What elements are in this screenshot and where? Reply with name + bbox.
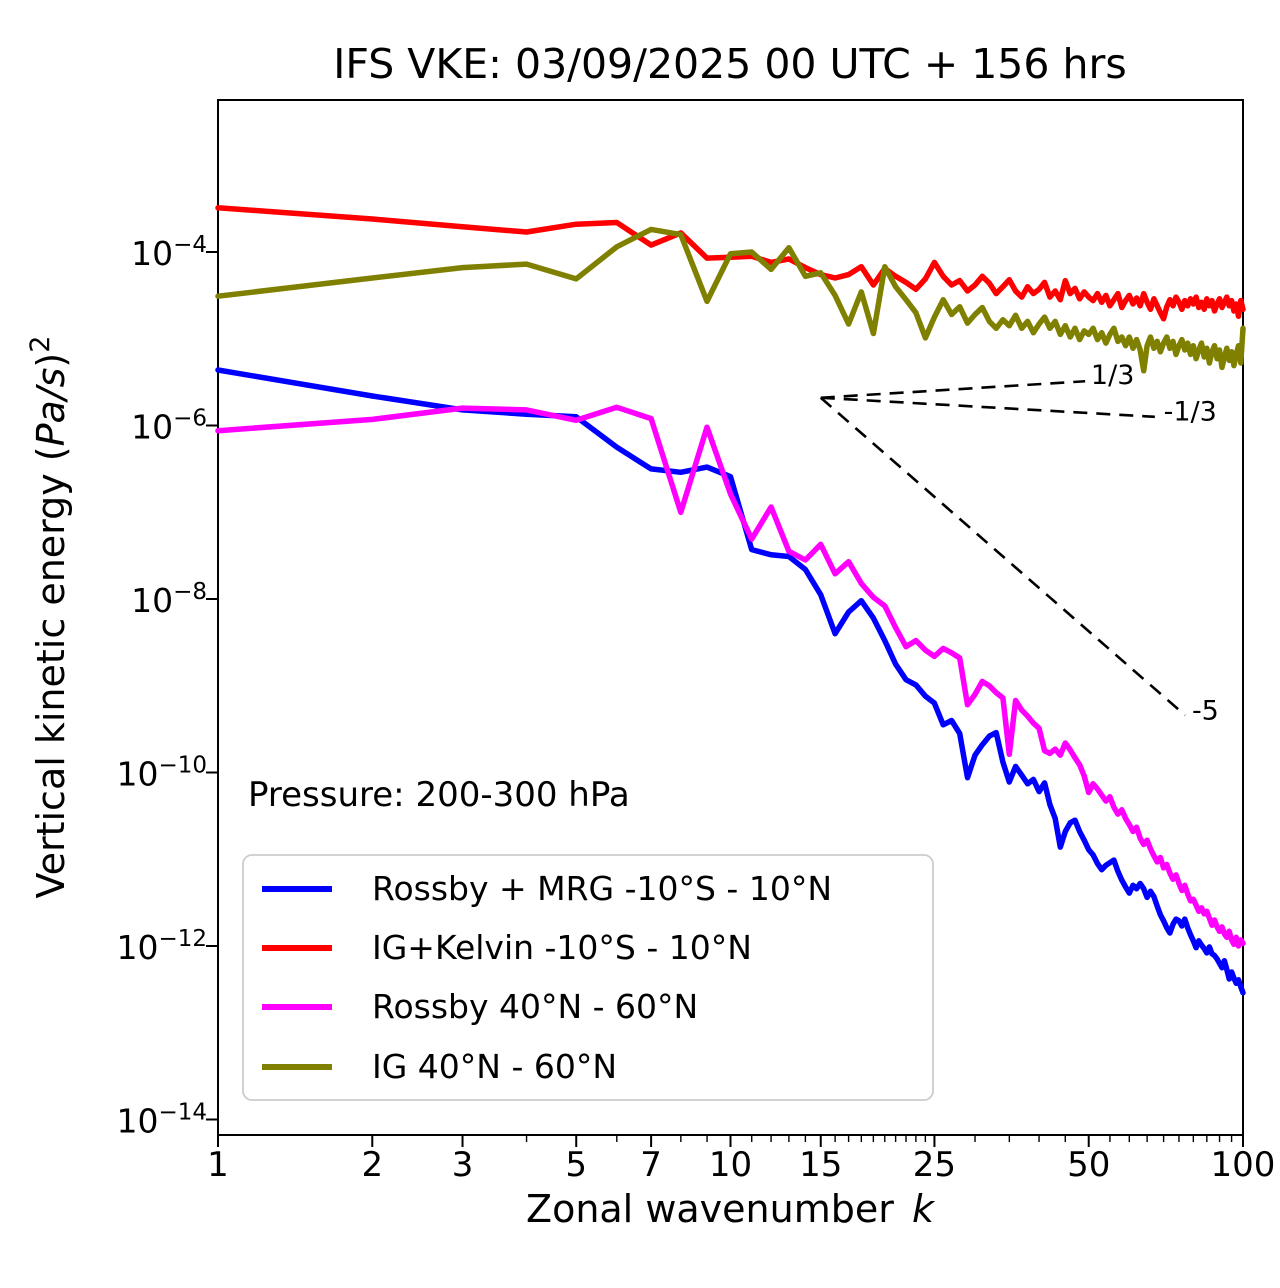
x-tick-label: 25 [913, 1145, 956, 1185]
legend-label: IG+Kelvin -10°S - 10°N [372, 928, 752, 967]
refline-slope-1-3 [820, 379, 1086, 400]
refline-label-1-3: 1/3 [1091, 360, 1134, 391]
y-tick-label: 10−14 [116, 1100, 207, 1141]
pressure-annotation: Pressure: 200-300 hPa [248, 775, 630, 815]
x-tick-label: 5 [565, 1145, 587, 1185]
x-axis-label-variable: k [912, 1187, 936, 1231]
legend-item: IG 40°N - 60°N [262, 1047, 617, 1086]
legend-label: Rossby + MRG -10°S - 10°N [372, 869, 832, 908]
refline-slope--1-3 [820, 396, 1155, 419]
y-tick-exponent: −8 [173, 579, 207, 605]
y-tick-label: 10−12 [116, 926, 207, 967]
refline-label--5: -5 [1192, 696, 1219, 727]
refline-label--1-3: -1/3 [1164, 396, 1217, 427]
legend-item: Rossby + MRG -10°S - 10°N [262, 869, 832, 908]
legend-layer: Rossby + MRG -10°S - 10°N IG+Kelvin -10°S… [242, 854, 934, 1101]
x-axis-label: Zonal wavenumber k [526, 1187, 936, 1231]
axis-ticks-layer: 1 2 3 5 7 10 15 25 50 100 10−4 10−6 10−8 10−10 10−12 10… [116, 232, 1275, 1185]
legend-label: Rossby 40°N - 60°N [372, 987, 698, 1026]
refline-slope--5 [819, 396, 1186, 717]
y-axis-label-units: Pa/s [29, 368, 73, 447]
x-axis-label-text: Zonal wavenumber [526, 1187, 894, 1231]
legend-item: Rossby 40°N - 60°N [262, 987, 698, 1026]
y-tick-exponent: −14 [158, 1100, 207, 1126]
curves-layer [215, 205, 1246, 996]
x-tick-label: 3 [452, 1145, 474, 1185]
curve-rossby-midlat [215, 404, 1246, 949]
curve-ig-kelvin-tropics [215, 205, 1246, 322]
curve-rossby-mrg-tropics [215, 367, 1246, 996]
x-tick-label: 50 [1067, 1145, 1110, 1185]
y-tick-exponent: −6 [173, 406, 207, 432]
y-tick-label: 10−8 [131, 579, 207, 620]
reference-lines-layer: 1/3 -1/3 -5 [819, 360, 1219, 727]
x-tick-label: 1 [207, 1145, 229, 1185]
y-axis-label-close: ) [29, 353, 73, 368]
x-tick-label: 100 [1211, 1145, 1276, 1185]
curve-ig-midlat [215, 226, 1246, 374]
legend-box [242, 854, 934, 1101]
x-tick-label: 7 [640, 1145, 662, 1185]
y-tick-exponent: −12 [158, 926, 207, 952]
x-tick-label: 2 [361, 1145, 383, 1185]
legend-item: IG+Kelvin -10°S - 10°N [262, 928, 752, 967]
y-tick-label: 10−4 [131, 232, 207, 273]
y-tick-label: 10−6 [131, 406, 207, 447]
y-axis-label-exponent: 2 [25, 336, 56, 353]
y-tick-exponent: −4 [173, 232, 207, 258]
x-tick-label: 15 [799, 1145, 842, 1185]
y-axis-label-text: Vertical kinetic energy ( [29, 446, 73, 898]
legend-label: IG 40°N - 60°N [372, 1047, 617, 1086]
x-tick-label: 10 [709, 1145, 752, 1185]
y-axis-label: Vertical kinetic energy (Pa/s)2 [25, 336, 73, 899]
chart-title: IFS VKE: 03/09/2025 00 UTC + 156 hrs [333, 40, 1126, 88]
y-tick-label: 10−10 [116, 753, 207, 794]
y-tick-exponent: −10 [158, 753, 207, 779]
